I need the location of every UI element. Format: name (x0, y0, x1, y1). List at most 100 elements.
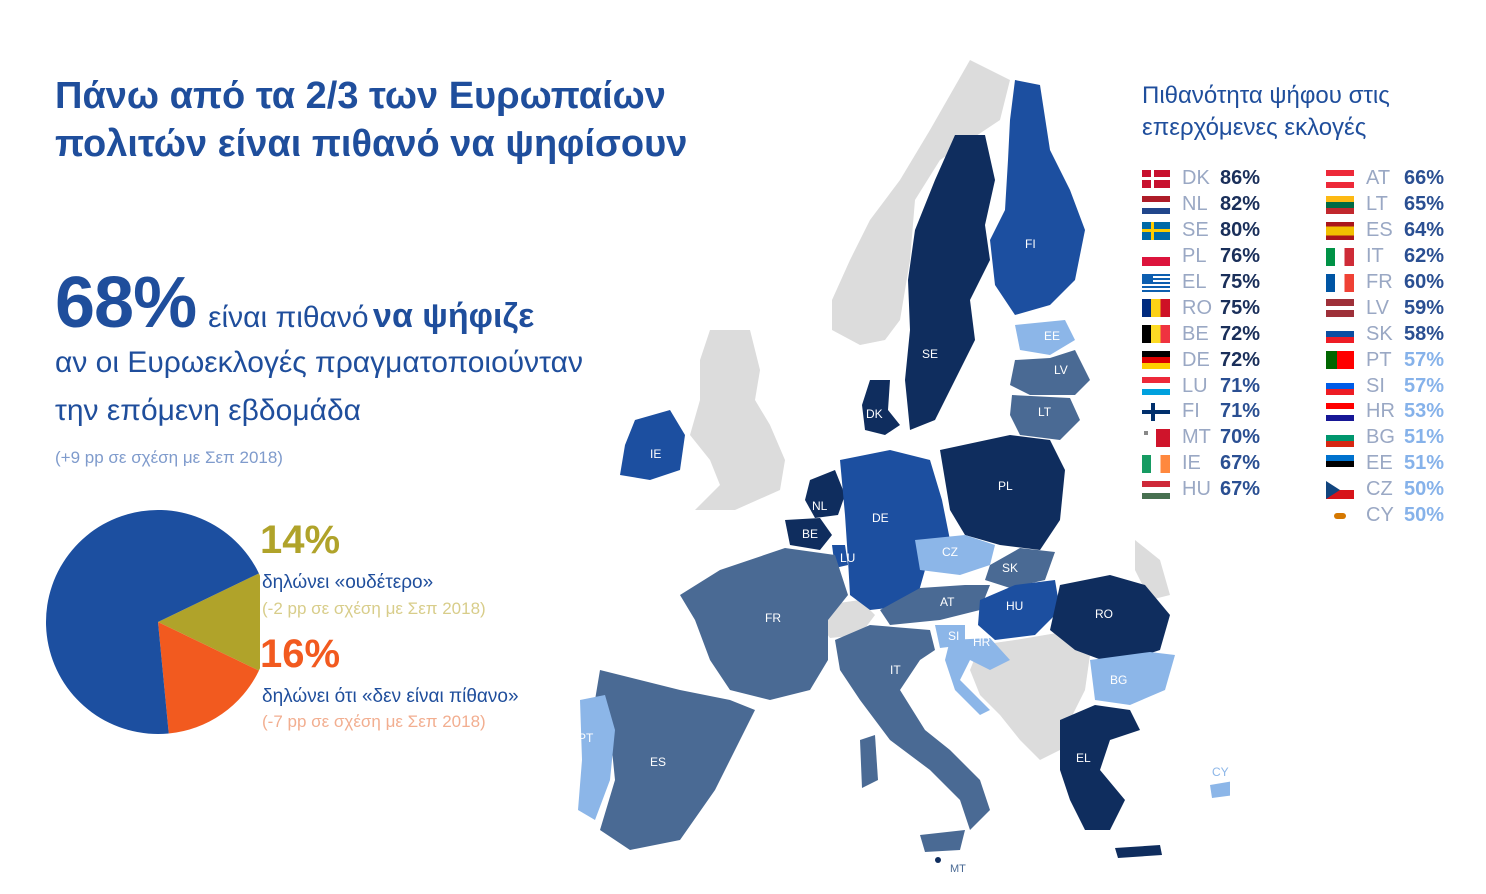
legend-row: IE 67% (1142, 451, 1260, 477)
legend-row: FI 71% (1142, 399, 1260, 425)
country-hu (978, 580, 1060, 640)
legend-country-code: RO (1182, 296, 1212, 319)
pie-slice-unlikely (158, 622, 259, 734)
legend-country-code: NL (1182, 193, 1208, 216)
legend-value: 58% (1404, 322, 1445, 345)
legend-value: 53% (1404, 400, 1445, 423)
flag-be-icon (1142, 325, 1170, 344)
legend-country-code: LU (1182, 374, 1208, 397)
country-fr (680, 548, 848, 700)
legend-country-code: BG (1366, 426, 1395, 449)
flag-si-icon (1326, 377, 1354, 396)
great-britain-shape (690, 330, 785, 510)
flag-bg-icon (1326, 428, 1354, 447)
legend-title: Πιθανότητα ψήφου στις επερχόμενες εκλογέ… (1142, 80, 1390, 144)
label-cy: CY (1212, 765, 1229, 779)
legend-row: HR 53% (1326, 399, 1444, 425)
flag-ee-icon (1326, 454, 1354, 473)
label-mt: MT (950, 863, 966, 875)
country-nl (805, 470, 845, 518)
flag-hr-icon (1326, 402, 1354, 421)
label-bg: BG (1110, 673, 1127, 687)
legend-row: IT 62% (1326, 244, 1444, 270)
legend-row: EL 75% (1142, 270, 1260, 296)
country-at (880, 585, 990, 625)
headline-note: (+9 pp σε σχέση με Σεπ 2018) (55, 448, 283, 467)
legend-row: DK 86% (1142, 166, 1260, 192)
sicily-shape (920, 830, 965, 852)
label-hr: HR (973, 635, 991, 649)
flag-at-icon (1326, 169, 1354, 188)
label-lt: LT (1038, 405, 1052, 419)
legend-row: SK 58% (1326, 321, 1444, 347)
pie-slice-likely (46, 510, 259, 734)
legend-country-code: CZ (1366, 478, 1393, 501)
country-lv (1010, 350, 1090, 395)
legend-row: CZ 50% (1326, 477, 1444, 503)
country-lt (1010, 395, 1080, 440)
label-hu: HU (1006, 599, 1023, 613)
legend-row: LT 65% (1326, 192, 1444, 218)
label-ee: EE (1044, 329, 1060, 343)
legend-value: 59% (1404, 296, 1445, 319)
legend-country-code: SE (1182, 219, 1209, 242)
country-hr (945, 638, 1010, 715)
legend-value: 86% (1220, 167, 1261, 190)
legend-value: 70% (1220, 426, 1261, 449)
flag-sk-icon (1326, 325, 1354, 344)
legend-country-code: HR (1366, 400, 1395, 423)
unlikely-description: δηλώνει ότι «δεν είναι πίθανο» (262, 686, 519, 707)
country-sk (985, 548, 1055, 588)
legend-value: 67% (1220, 452, 1261, 475)
label-pt: PT (578, 731, 594, 745)
legend-country-code: CY (1366, 504, 1394, 527)
label-be: BE (802, 527, 818, 541)
legend-value: 57% (1404, 348, 1445, 371)
country-pt (578, 695, 615, 820)
legend-row: DE 72% (1142, 347, 1260, 373)
headline-stat: 68% είναι πιθανό να ψήφιζε (55, 262, 534, 344)
legend-value: 75% (1220, 296, 1261, 319)
flag-lv-icon (1326, 299, 1354, 318)
legend-row: BG 51% (1326, 425, 1444, 451)
flag-cy-icon (1326, 506, 1354, 525)
legend-value: 76% (1220, 245, 1261, 268)
flag-cz-icon (1326, 480, 1354, 499)
label-dk: DK (866, 407, 883, 421)
legend-left-column: DK 86% NL 82% SE 80% PL 76% EL 75% RO 75% BE 72% DE 72%… (1142, 166, 1260, 503)
legend-value: 65% (1404, 193, 1445, 216)
country-el (1060, 705, 1140, 830)
flag-nl-icon (1142, 195, 1170, 214)
legend-value: 80% (1220, 219, 1261, 242)
legend-title-line-2: επερχόμενες εκλογές (1142, 114, 1367, 141)
label-si: SI (948, 629, 959, 643)
legend-value: 72% (1220, 348, 1261, 371)
legend-row: BE 72% (1142, 321, 1260, 347)
voting-likelihood-pie (46, 510, 260, 734)
legend-title-line-1: Πιθανότητα ψήφου στις (1142, 82, 1390, 109)
flag-pt-icon (1326, 351, 1354, 370)
norway-shape (832, 60, 1010, 345)
legend-country-code: ES (1366, 219, 1393, 242)
country-dk (862, 380, 900, 435)
flag-dk-icon (1142, 169, 1170, 188)
neutral-note: (-2 pp σε σχέση με Σεπ 2018) (262, 599, 486, 618)
legend-country-code: PT (1366, 348, 1392, 371)
legend-value: 75% (1220, 271, 1261, 293)
page-title: Πάνω από τα 2/3 των Ευρωπαίων πολιτών εί… (55, 75, 688, 165)
legend-country-code: IE (1182, 452, 1201, 475)
headline-line-3: την επόμενη εβδομάδα (55, 394, 361, 427)
label-it: IT (890, 663, 901, 677)
flag-fr-icon (1326, 273, 1354, 292)
legend-value: 60% (1404, 271, 1445, 293)
country-mt (935, 857, 941, 863)
legend-value: 51% (1404, 426, 1445, 449)
country-ie (620, 410, 685, 480)
legend-country-code: FR (1366, 271, 1393, 293)
flag-ie-icon (1142, 454, 1170, 473)
legend-row: SE 80% (1142, 218, 1260, 244)
legend-row: NL 82% (1142, 192, 1260, 218)
legend-country-code: HU (1182, 478, 1211, 501)
legend-country-code: FI (1182, 400, 1200, 423)
label-el: EL (1076, 751, 1091, 765)
